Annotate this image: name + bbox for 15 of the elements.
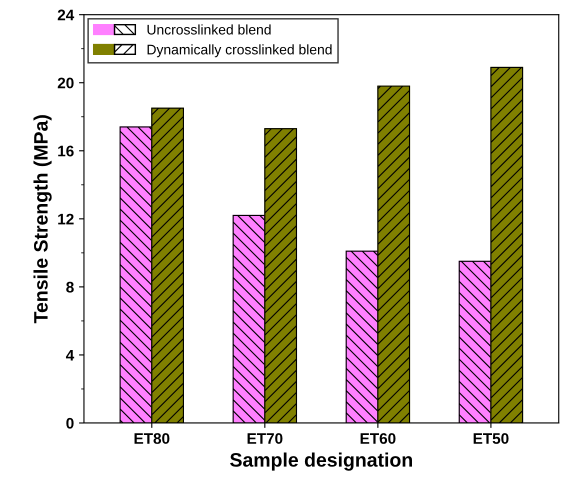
x-tick-label: ET50 <box>474 433 509 444</box>
y-tick-label: 16 <box>58 146 74 156</box>
x-axis-title: Sample designation <box>230 452 412 471</box>
y-axis-title: Tensile Strength (MPa) <box>33 115 52 324</box>
legend-label: Dynamically crosslinked blend <box>148 44 332 58</box>
x-tick-label: ET70 <box>248 433 282 444</box>
y-tick-label: 12 <box>58 214 74 224</box>
x-tick-label: ET60 <box>360 433 396 444</box>
y-tick-label: 8 <box>66 282 74 293</box>
y-tick-label: 24 <box>58 10 74 20</box>
x-tick-label: ET80 <box>134 433 170 444</box>
y-tick-label: 0 <box>66 418 74 429</box>
y-tick-label: 4 <box>66 350 74 360</box>
y-tick-label: 20 <box>58 78 74 88</box>
legend-label: Uncrosslinked blend <box>148 24 271 35</box>
